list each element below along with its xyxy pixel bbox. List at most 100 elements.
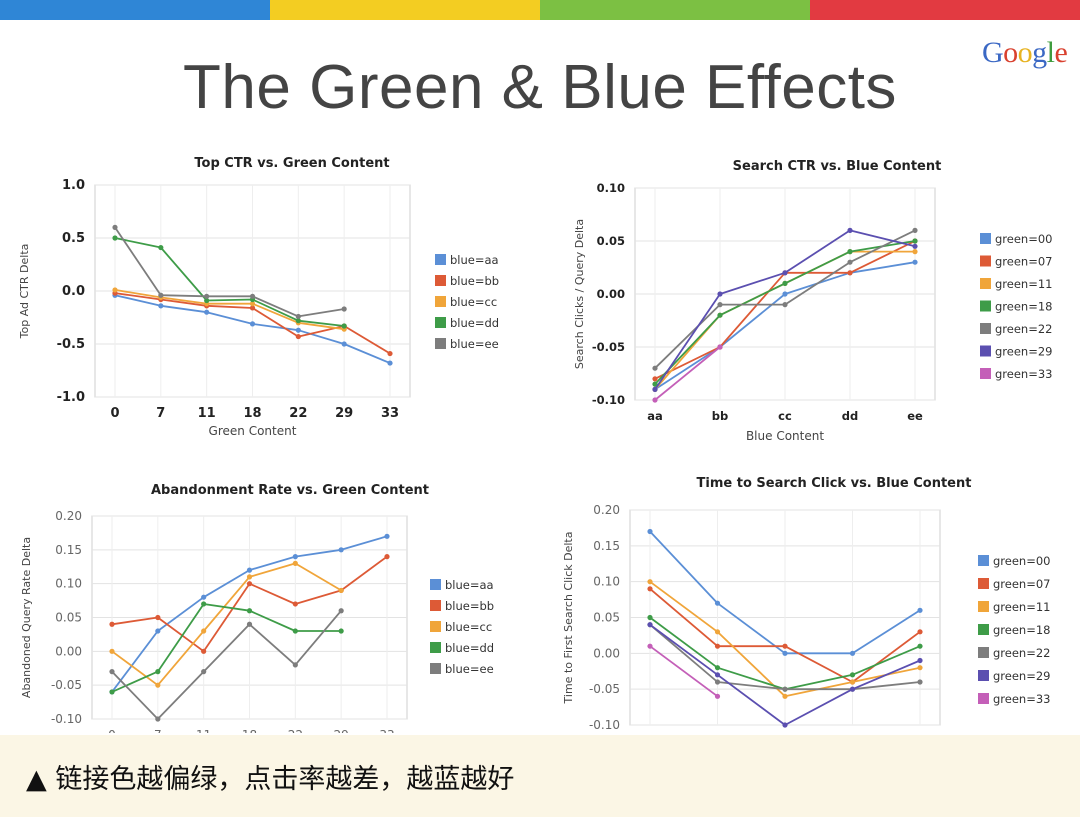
data-point [782,302,788,308]
data-point [201,594,207,600]
data-point [652,397,658,403]
legend-swatch [430,621,441,632]
data-point [714,643,721,649]
legend-swatch [435,338,446,349]
data-point [782,693,788,699]
data-point [112,235,118,241]
data-point [338,547,344,553]
data-point [384,554,390,560]
data-point [652,381,658,387]
data-point [647,579,653,585]
data-point [204,297,210,304]
data-point [714,600,721,606]
logo-letter: g [1032,36,1047,69]
stripe-green [540,0,810,20]
x-tick-label: 11 [198,406,216,421]
data-point [647,528,653,535]
x-tick-label: 7 [156,406,165,421]
data-point [155,669,161,675]
y-tick-label: 0.05 [593,611,620,625]
data-point [292,662,298,668]
data-point [249,293,256,299]
x-tick-label: 0 [110,406,119,421]
x-tick-label: 11 [196,728,211,733]
data-point [387,350,393,357]
data-point [155,614,161,621]
data-point [917,629,923,635]
legend-swatch [980,323,991,334]
series-line [114,289,345,331]
data-point [849,672,856,678]
data-point [246,581,253,587]
y-axis-label: Search Clicks / Query Delta [573,219,586,369]
legend-swatch [980,255,991,267]
chart-title: Abandonment Rate vs. Green Content [151,483,429,498]
data-point [246,574,253,580]
y-tick-label: -0.05 [592,340,625,354]
color-stripe [0,0,1080,20]
x-tick-label: 18 [242,728,257,733]
y-axis-label: Abandoned Query Rate Delta [20,537,33,698]
y-tick-label: -0.05 [589,682,620,696]
x-tick-label: bb [712,409,728,423]
chart-title: Top CTR vs. Green Content [194,156,389,171]
data-point [912,243,918,249]
data-point [109,648,115,654]
caption-bar: ▲ 链接色越偏绿，点击率越差，越蓝越好 [0,735,1080,817]
data-point [292,560,298,566]
legend-label: green=00 [995,232,1052,246]
legend-swatch [430,663,441,674]
data-point [849,686,856,692]
data-point [292,554,298,560]
x-tick-label: 7 [154,728,162,733]
x-axis-label: Green Content [209,424,297,438]
y-tick-label: -1.0 [57,390,85,405]
data-point [341,306,347,312]
data-point [717,344,723,350]
y-tick-label: 0.05 [55,611,82,625]
y-axis-label: Time to First Search Click Delta [562,532,575,705]
data-point [295,327,301,333]
logo-letter: G [982,36,1004,69]
data-point [849,650,856,656]
y-tick-label: 0.5 [62,231,85,246]
legend-label: blue=cc [445,620,492,634]
legend-label: green=18 [993,623,1050,637]
data-point [652,376,658,382]
logo-letter: o [1017,36,1033,69]
logo-letter: e [1054,36,1068,69]
y-tick-label: 0.20 [55,509,82,523]
legend-label: blue=ee [445,662,494,676]
data-point [917,657,923,664]
data-point [917,679,923,685]
data-point [201,601,207,607]
series-line [111,610,342,720]
y-axis-label: Top Ad CTR Delta [18,244,31,340]
data-point [647,643,653,649]
legend-swatch [978,693,989,704]
data-point [782,291,788,297]
data-point [849,679,856,685]
legend-label: blue=ee [450,337,499,351]
data-point [912,259,918,265]
data-point [112,224,118,230]
y-tick-label: -0.5 [57,337,85,352]
legend-label: green=33 [993,692,1050,706]
data-point [292,601,298,607]
legend-swatch [980,368,991,379]
page-title: The Green & Blue Effects [183,53,897,122]
y-tick-label: 0.00 [55,644,82,658]
legend-label: green=33 [995,367,1052,381]
legend-label: green=22 [995,322,1052,336]
data-point [847,227,853,233]
data-point [249,321,256,327]
legend-swatch [978,647,989,658]
data-point [917,665,923,671]
data-point [246,621,253,627]
data-point [292,628,298,634]
legend-label: green=07 [993,577,1050,591]
x-tick-label: 33 [381,406,399,421]
legend-label: blue=cc [450,295,497,309]
x-tick-label: 29 [334,728,349,733]
x-tick-label: 22 [288,728,303,733]
